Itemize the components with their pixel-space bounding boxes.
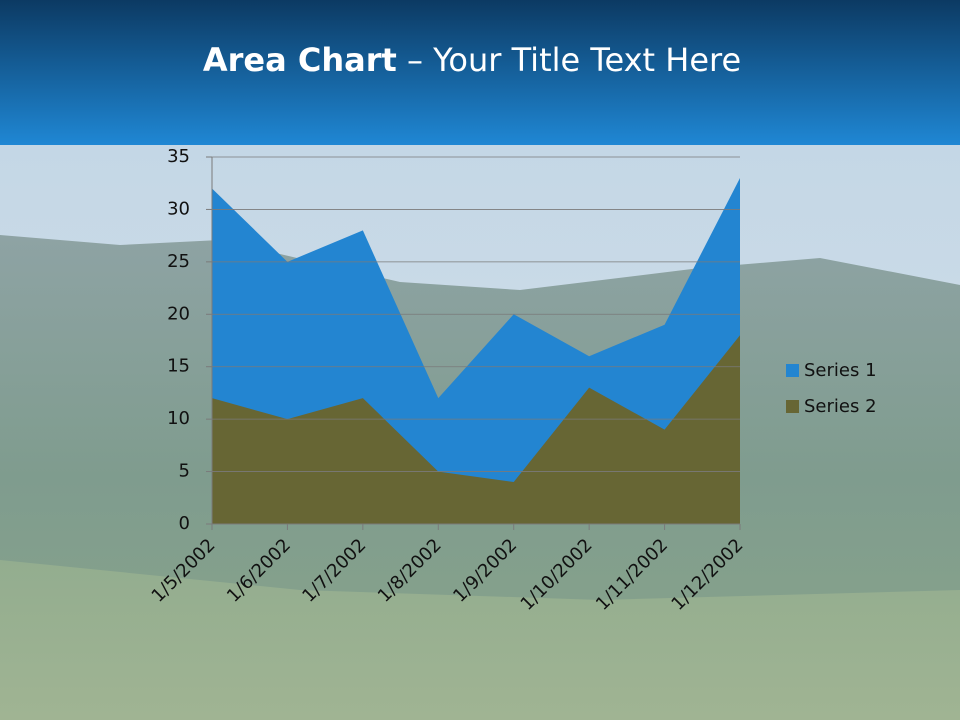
y-tick-label: 15 [167, 356, 190, 377]
y-tick-label: 10 [167, 408, 190, 429]
legend-swatch [786, 364, 799, 377]
y-tick-label: 35 [167, 146, 190, 167]
legend-label: Series 1 [804, 360, 877, 381]
y-tick-label: 30 [167, 198, 190, 219]
title-rest: – Your Title Text Here [397, 41, 741, 79]
y-tick-label: 5 [179, 461, 190, 482]
y-tick-label: 20 [167, 303, 190, 324]
legend-swatch [786, 400, 799, 413]
y-tick-label: 0 [179, 513, 190, 534]
header-banner [0, 0, 960, 145]
y-tick-label: 25 [167, 251, 190, 272]
background-field [0, 560, 960, 720]
area [212, 335, 740, 524]
legend-label: Series 2 [804, 396, 877, 417]
title-bold: Area Chart [203, 41, 397, 79]
slide-title: Area Chart – Your Title Text Here [203, 41, 741, 79]
